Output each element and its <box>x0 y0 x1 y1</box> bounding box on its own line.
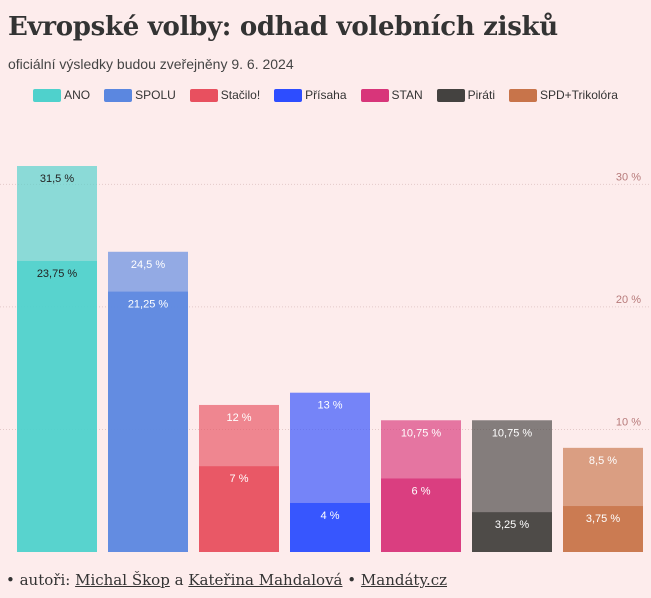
bar-chart: 10 % 20 % 30 % 31,5 % 23,75 % 24,5 % 21,25 % 12… <box>0 166 651 552</box>
legend-label: ANO <box>64 88 91 102</box>
site-link[interactable]: Mandáty.cz <box>360 571 448 589</box>
legend-label: STAN <box>391 88 423 102</box>
legend-item-stacilo: Stačilo! <box>189 88 261 102</box>
bar-lower-stan <box>381 478 461 552</box>
data-label-lower: 3,75 % <box>586 513 620 525</box>
footer-and: a <box>174 571 184 589</box>
data-label-upper: 31,5 % <box>40 173 74 185</box>
bar-lower-spolu <box>108 291 188 552</box>
data-label-upper: 24,5 % <box>131 259 165 271</box>
y-tick-label: 10 % <box>616 416 641 428</box>
data-label-upper: 8,5 % <box>589 455 617 467</box>
data-label-upper: 10,75 % <box>401 427 442 439</box>
data-label-upper: 12 % <box>226 412 251 424</box>
y-tick-label: 20 % <box>616 294 641 306</box>
legend-label: Přísaha <box>305 88 347 102</box>
legend-label: Piráti <box>467 88 495 102</box>
legend-label: SPD+Trikolóra <box>539 88 618 102</box>
bar-lower-prisaha <box>290 502 370 552</box>
legend-swatch <box>33 88 62 102</box>
legend-swatch <box>274 88 303 102</box>
author-link-2[interactable]: Kateřina Mahdalová <box>188 571 343 589</box>
data-label-lower: 4 % <box>321 510 340 522</box>
data-label-upper: 13 % <box>317 400 342 412</box>
data-label-lower: 6 % <box>412 485 431 497</box>
bar-lower-pirati <box>472 512 552 552</box>
legend-item-spolu: SPOLU <box>104 88 176 102</box>
data-label-upper: 10,75 % <box>492 427 533 439</box>
data-label-lower: 3,25 % <box>495 519 529 531</box>
bar-lower-ano <box>17 260 97 552</box>
footer-separator: • <box>347 571 357 589</box>
legend-item-stan: STAN <box>360 88 423 102</box>
bar-lower-stacilo <box>199 466 279 552</box>
legend-label: SPOLU <box>135 88 176 102</box>
legend-item-ano: ANO <box>33 88 90 102</box>
legend-swatch <box>189 88 218 102</box>
chart-subtitle: oficiální výsledky budou zveřejněny 9. 6… <box>8 56 294 72</box>
bar-lower-spd-trikolora <box>563 506 643 552</box>
legend-item-pirati: Piráti <box>436 88 495 102</box>
legend-swatch <box>436 88 465 102</box>
legend-swatch <box>508 88 537 102</box>
author-link-1[interactable]: Michal Škop <box>75 571 170 589</box>
legend-swatch <box>360 88 389 102</box>
legend-swatch <box>104 88 133 102</box>
legend-item-prisaha: Přísaha <box>274 88 347 102</box>
legend-item-spd-trikolora: SPD+Trikolóra <box>508 88 618 102</box>
footer: • autoři: Michal Škop a Kateřina Mahdalo… <box>6 571 447 589</box>
legend-label: Stačilo! <box>220 88 261 102</box>
data-label-lower: 7 % <box>230 473 249 485</box>
y-tick-label: 30 % <box>616 171 641 183</box>
data-label-lower: 23,75 % <box>37 268 78 280</box>
legend: ANO SPOLU Stačilo! Přísaha STAN Piráti SPD+Tri… <box>0 88 651 102</box>
footer-prefix: • autoři: <box>6 571 71 589</box>
data-label-lower: 21,25 % <box>128 299 169 311</box>
chart-title: Evropské volby: odhad volebních zisků <box>8 12 558 42</box>
